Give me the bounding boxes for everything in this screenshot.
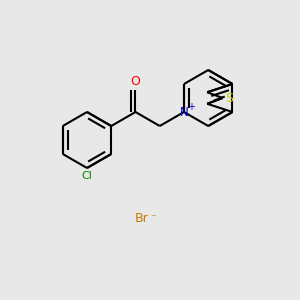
Text: N: N — [180, 106, 188, 118]
Text: O: O — [130, 75, 140, 88]
Text: Br: Br — [134, 212, 148, 224]
Text: +: + — [187, 102, 195, 112]
Text: ⁻: ⁻ — [150, 213, 156, 223]
Text: Cl: Cl — [82, 171, 92, 181]
Text: S: S — [226, 92, 234, 104]
